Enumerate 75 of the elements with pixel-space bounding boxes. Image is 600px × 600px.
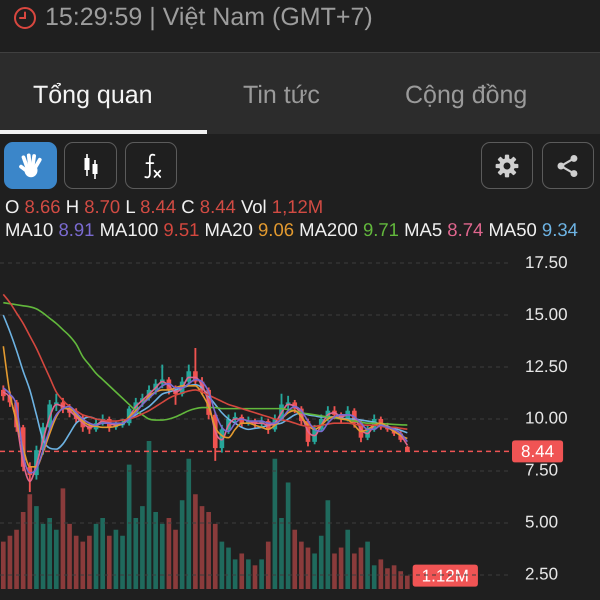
text: O 8.66 H 8.70 L 8.44 C 8.44 Vol 1,12M <box>5 196 324 217</box>
bar <box>372 565 377 589</box>
bar <box>286 482 290 589</box>
bar <box>292 530 298 589</box>
text: MA10 8.91 MA100 9.51 MA20 9.06 MA200 9.71 MA5 8.74 MA50 9.34 <box>5 219 578 240</box>
bar <box>80 542 86 589</box>
bar <box>365 542 370 589</box>
bar <box>40 524 46 589</box>
bar <box>338 548 344 589</box>
bar <box>180 500 184 589</box>
bar <box>0 542 6 589</box>
bar <box>133 518 138 589</box>
bar <box>279 518 284 589</box>
bar <box>74 536 78 589</box>
bar <box>67 524 72 589</box>
bar <box>252 565 258 589</box>
bar <box>27 494 32 589</box>
bar <box>106 536 112 589</box>
bar <box>173 530 178 589</box>
bar <box>246 559 251 589</box>
bar <box>266 542 271 589</box>
bar <box>186 458 192 589</box>
bar <box>405 576 410 589</box>
bar <box>20 512 26 589</box>
bar <box>272 458 278 589</box>
bar <box>87 536 92 589</box>
bar <box>220 542 224 589</box>
bar <box>206 512 211 589</box>
bar <box>332 553 337 589</box>
bar <box>146 441 152 589</box>
bar <box>153 512 158 589</box>
bar <box>140 506 145 589</box>
bar <box>232 559 238 589</box>
text: Cộng đồng <box>405 80 528 111</box>
y-tick-label: 7.50 <box>525 460 558 480</box>
bar <box>352 553 357 589</box>
text: 15:29:59 | Việt Nam (GMT+7) <box>45 2 373 32</box>
bar <box>126 464 132 589</box>
bar <box>318 536 324 589</box>
bar <box>259 559 264 589</box>
bar <box>312 553 317 589</box>
bar <box>378 559 384 589</box>
y-tick-label: 10.00 <box>525 408 568 428</box>
y-tick-label: 17.50 <box>525 252 568 272</box>
bar <box>239 553 244 589</box>
bar <box>326 500 330 589</box>
bar <box>398 571 404 589</box>
line-series <box>2 314 408 450</box>
bar <box>120 536 125 589</box>
bar <box>54 530 59 589</box>
bar <box>34 506 39 589</box>
bar <box>358 548 364 589</box>
y-tick-label: 5.00 <box>525 512 558 532</box>
bar <box>160 524 165 589</box>
bar <box>47 518 52 589</box>
bar <box>100 518 105 589</box>
bar <box>392 565 396 589</box>
bar <box>193 494 198 589</box>
bar <box>114 530 118 589</box>
bar <box>212 524 218 589</box>
bar <box>166 518 172 589</box>
text: Tin tức <box>243 80 320 111</box>
bar <box>94 524 98 589</box>
ref-line-label: 8.44 <box>520 442 554 462</box>
y-tick-label: 12.50 <box>525 356 568 376</box>
text: Tổng quan <box>33 80 153 111</box>
bar <box>226 548 231 589</box>
bar <box>385 568 390 589</box>
bar <box>200 506 204 589</box>
bar <box>60 488 66 589</box>
y-tick-label: 15.00 <box>525 304 568 324</box>
bar <box>345 530 350 589</box>
bar <box>299 542 304 589</box>
y-tick-label: 2.50 <box>525 564 558 584</box>
bar <box>306 548 310 589</box>
